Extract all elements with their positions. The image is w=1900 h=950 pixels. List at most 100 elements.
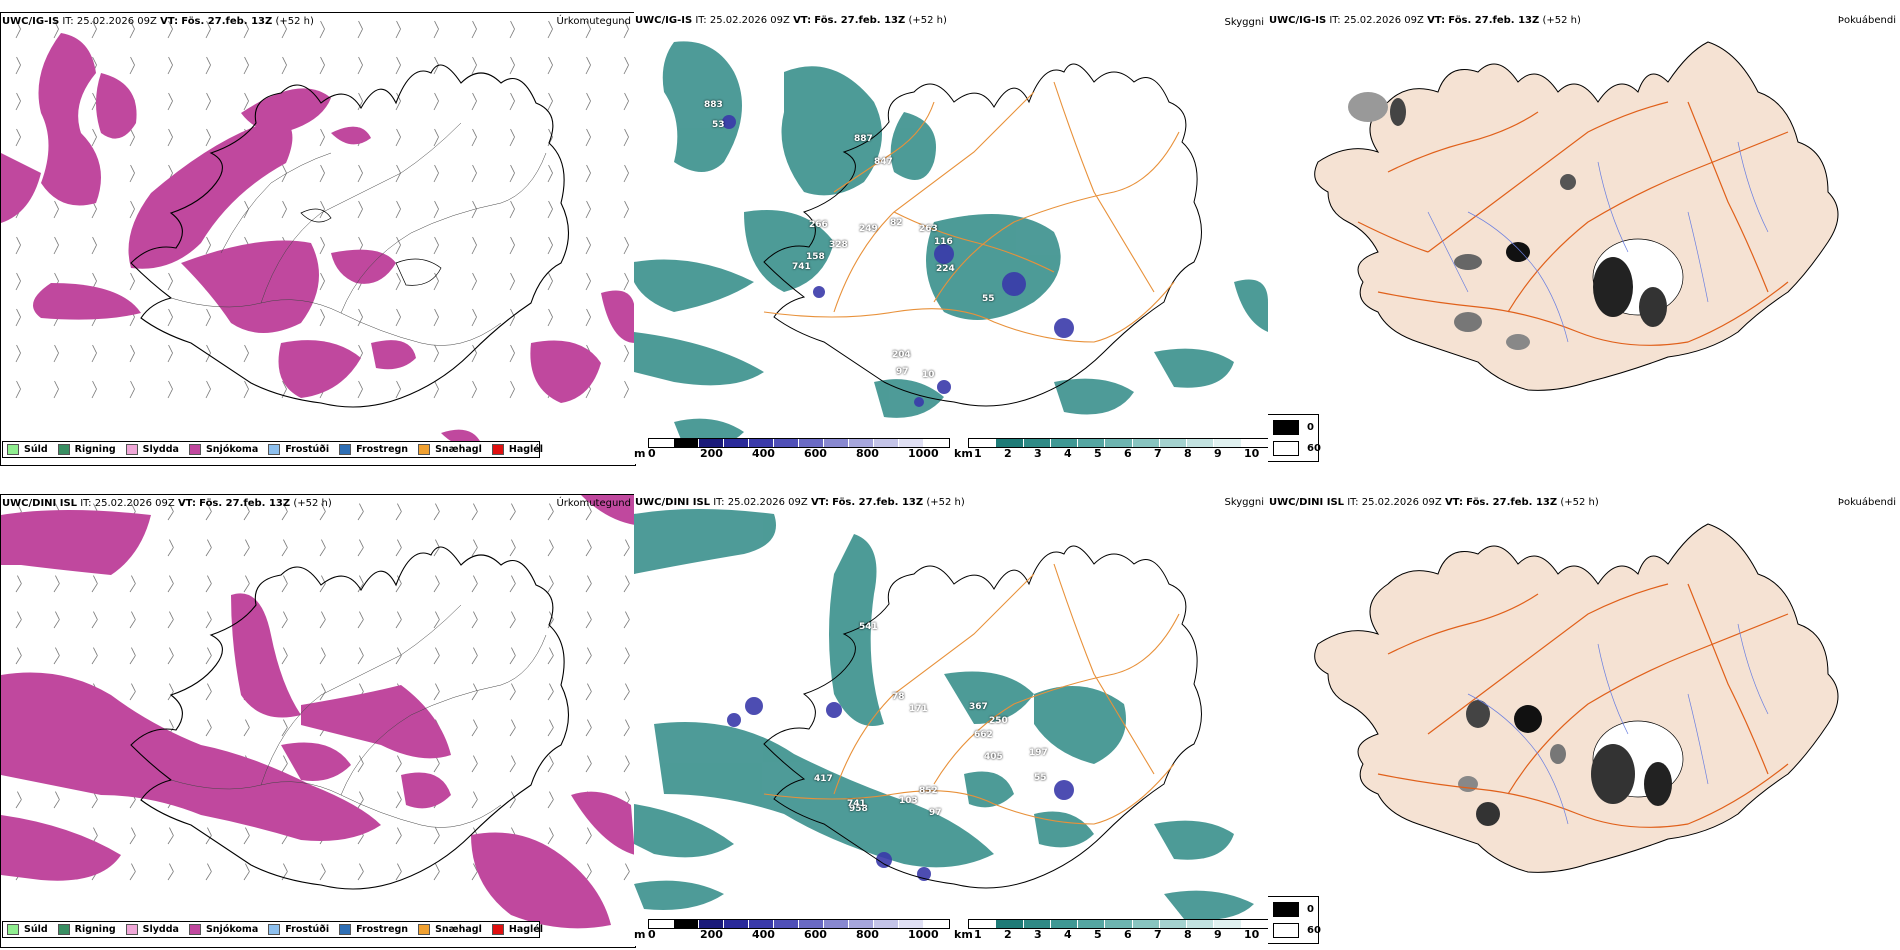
precip-legend-label: Súld [24, 444, 48, 455]
it-label: IT: [1347, 497, 1359, 508]
valid-time: Fös. 27.feb. 13Z [199, 498, 291, 509]
vt-label: VT: [793, 15, 812, 26]
precip-legend-swatch [57, 924, 70, 935]
cloud-base-label: 887 [854, 134, 873, 144]
lead-time: (+52 h) [1542, 15, 1581, 26]
panel-header: UWC/DINI ISL IT: 25.02.2026 09Z VT: Fös.… [1269, 497, 1599, 508]
colorbar-tick: 200 [700, 928, 723, 941]
colorbar-tick: 1 [974, 928, 982, 941]
cloud-base-label: 78 [892, 692, 905, 702]
colorbar-segment [899, 439, 924, 447]
cloud-base-colorbar: m 0 200 400 600 800 1000 [634, 438, 954, 464]
colorbar-tick: 800 [856, 447, 879, 460]
cloud-base-label: 367 [969, 702, 988, 712]
fog-key: 0 60 [1268, 414, 1321, 462]
model-name: UWC/IG-IS [2, 16, 60, 27]
fog-key-label: 60 [1307, 925, 1321, 936]
colorbar-tick: 6 [1124, 447, 1132, 460]
valid-time: Fös. 27.feb. 13Z [1448, 15, 1540, 26]
road-network [170, 604, 547, 828]
colorbar-tick: 4 [1064, 928, 1072, 941]
fog-key-label: 0 [1307, 422, 1314, 433]
model-name: UWC/DINI ISL [635, 497, 711, 508]
precip-legend-item: Súld [7, 444, 48, 455]
clouds-panel-row1: UWC/IG-IS IT: 25.02.2026 09Z VT: Fös. 27… [634, 12, 1268, 464]
cloud-base-label: 171 [909, 704, 928, 714]
colorbar-tick: 0 [648, 928, 656, 941]
fog-map-row2 [1314, 523, 1839, 873]
colorbar-tick: 8 [1184, 928, 1192, 941]
colorbar-segment [874, 439, 899, 447]
precip-legend-swatch [418, 924, 431, 935]
fog-panel-row2: UWC/DINI ISL IT: 25.02.2026 09Z VT: Fös.… [1268, 494, 1900, 946]
precip-title: Úrkomutegund [556, 498, 631, 509]
road-network [763, 563, 1180, 825]
colorbar-tick: 9 [1214, 928, 1222, 941]
colorbar-segment [699, 439, 724, 447]
cloud-visibility-map-row2 [634, 509, 1254, 920]
cloud-base-label: 97 [896, 367, 909, 377]
precip-legend-label: Rigning [74, 924, 116, 935]
panel-header: UWC/IG-IS IT: 25.02.2026 09Z VT: Fös. 27… [2, 16, 314, 27]
colorbar-tick: 4 [1064, 447, 1072, 460]
panel-header: UWC/IG-IS IT: 25.02.2026 09Z VT: Fös. 27… [635, 15, 947, 26]
precip-legend-item: Frostregn [339, 924, 408, 935]
colorbar-strip [968, 919, 1268, 929]
fog-key-label: 0 [1307, 904, 1314, 915]
low-visibility-areas [634, 41, 1268, 448]
colorbar-segment [1214, 920, 1242, 928]
valid-time: Fös. 27.feb. 13Z [1466, 497, 1558, 508]
precip-legend-swatch [268, 444, 281, 455]
cloud-base-label: 204 [892, 350, 911, 360]
precip-legend-item: Frostregn [339, 444, 408, 455]
it-label: IT: [695, 15, 707, 26]
precip-legend-label: Slydda [142, 924, 179, 935]
precip-panel-row1: UWC/IG-IS IT: 25.02.2026 09Z VT: Fös. 27… [0, 12, 636, 466]
cloud-base-label: 847 [874, 157, 893, 167]
precip-legend-swatch [57, 444, 70, 455]
colorbar-segment [1214, 439, 1242, 447]
fog-title: Þokuábendi [1837, 15, 1896, 26]
precip-legend-swatch [188, 444, 201, 455]
colorbar-segment [774, 920, 799, 928]
colorbar-tick: 8 [1184, 447, 1192, 460]
precip-type-legend: Súld Rigning Slydda Snjókoma Frostúði Frostre… [2, 441, 543, 458]
panel-header: UWC/IG-IS IT: 25.02.2026 09Z VT: Fös. 27… [1269, 15, 1581, 26]
cloud-base-label: 852 [919, 786, 938, 796]
cloud-base-label: 249 [859, 224, 878, 234]
init-time: 25.02.2026 09Z [727, 497, 808, 508]
colorbar-strip [648, 919, 950, 929]
snowfall-areas [1, 33, 635, 447]
cloud-base-label: 266 [809, 220, 828, 230]
fog-title: Þokuábendi [1837, 497, 1896, 508]
colorbar-segment [849, 439, 874, 447]
cloud-base-label: 103 [899, 796, 918, 806]
lead-time: (+52 h) [1560, 497, 1599, 508]
colorbar-tick: 600 [804, 447, 827, 460]
colorbar-segment [899, 920, 924, 928]
cloud-base-label: 662 [974, 730, 993, 740]
precip-legend-item: Frostúði [268, 444, 329, 455]
it-label: IT: [1329, 15, 1341, 26]
cloud-base-label: 10 [922, 370, 935, 380]
precip-legend-label: Haglél [508, 924, 543, 935]
precip-legend-swatch [7, 924, 19, 935]
vt-label: VT: [177, 498, 196, 509]
lead-time: (+52 h) [926, 497, 965, 508]
visibility-colorbar: km 1 2 3 4 5 6 7 8 9 10 [954, 438, 1268, 464]
precip-map-row1 [1, 20, 635, 447]
colorbar-tick: 5 [1094, 928, 1102, 941]
precip-legend-item: Súld [7, 924, 48, 935]
colorbar-segment [774, 439, 799, 447]
cloud-base-label: 116 [934, 237, 953, 247]
road-network [1357, 101, 1789, 346]
road-network [1377, 583, 1789, 828]
precip-legend-label: Snæhagl [435, 924, 482, 935]
vt-label: VT: [810, 497, 829, 508]
colorbar-tick: 9 [1214, 447, 1222, 460]
colorbar-segment [849, 920, 874, 928]
it-label: IT: [713, 497, 725, 508]
colorbar-segment [874, 920, 899, 928]
vt-label: VT: [1444, 497, 1463, 508]
colorbar-segment [724, 439, 749, 447]
